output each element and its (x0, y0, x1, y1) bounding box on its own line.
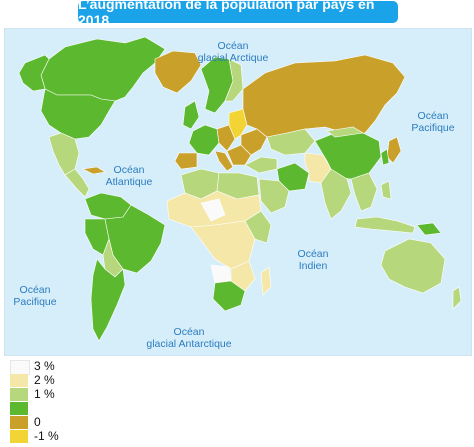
country-new-zealand (452, 286, 462, 310)
atlantic-ocean-label-line2: Atlantique (106, 176, 153, 188)
country-germany-central (216, 124, 236, 152)
country-southeast-asia (350, 172, 378, 212)
country-philippines (380, 180, 392, 200)
indian-ocean-label-line2: Indien (299, 260, 328, 272)
country-finland (224, 58, 244, 102)
indian-ocean-label-line1: Océan (298, 248, 329, 260)
legend-label-1pct: 1 % (34, 387, 55, 401)
country-western-europe (188, 124, 220, 156)
arctic-ocean-label-line1: Océan (218, 40, 249, 52)
country-iberia (174, 152, 198, 170)
legend-swatch-neg1pct (10, 430, 28, 443)
pacific-west-ocean-label-line2: Pacifique (13, 296, 56, 308)
country-mongolia (326, 126, 364, 138)
pacific-west-ocean-label-line1: Océan (20, 284, 51, 296)
country-russia (242, 54, 406, 138)
pacific-east-ocean-label-line1: Océan (418, 110, 449, 122)
country-turkey (244, 156, 278, 174)
legend-swatch-2pct (10, 374, 28, 387)
map-title: L’augmentation de la population par pays… (78, 0, 398, 28)
legend-swatch-3pct (10, 360, 30, 375)
antarctic-ocean-label-line1: Océan (174, 326, 205, 338)
country-afghanistan-pakistan (304, 152, 332, 184)
legend-label-0: 0 (34, 415, 41, 429)
country-south-africa (212, 280, 246, 312)
country-greenland (154, 50, 202, 94)
country-niger (200, 198, 226, 222)
country-cuba (82, 166, 106, 175)
legend-swatch-0pct (10, 416, 28, 429)
antarctic-ocean-label-line2: glacial Antarctique (146, 338, 231, 350)
country-korea (380, 148, 390, 166)
country-indonesia (354, 216, 416, 234)
country-kazakhstan (266, 128, 316, 156)
country-east-africa (244, 210, 272, 244)
pacific-east-ocean-label-line2: Pacifique (411, 122, 454, 134)
legend-label-2pct: 2 % (34, 373, 55, 387)
country-balkans (226, 144, 252, 166)
atlantic-ocean-label-line1: Océan (114, 164, 145, 176)
legend-swatch-1pct-light (10, 388, 28, 401)
country-papua (416, 222, 442, 236)
country-uk-ireland (182, 100, 200, 130)
map-legend: 3 % 2 % 1 % 0 -1 % (10, 360, 130, 444)
country-india (320, 168, 352, 220)
country-madagascar (260, 266, 272, 296)
legend-swatch-1pct (10, 402, 28, 415)
legend-label-3pct: 3 % (34, 359, 55, 373)
country-usa (40, 88, 116, 140)
world-map: Océan glacial Arctique Océan Atlantique … (4, 28, 472, 356)
country-argentina-chile (90, 258, 126, 342)
legend-label-neg1pct: -1 % (34, 429, 59, 443)
country-australia (380, 238, 446, 294)
world-map-svg: Océan glacial Arctique Océan Atlantique … (5, 29, 471, 355)
country-italy (214, 150, 234, 172)
country-saudi-arabia (258, 178, 290, 214)
country-central-america (64, 168, 90, 198)
arctic-ocean-label-line2: glacial Arctique (198, 52, 269, 64)
country-southern-africa (230, 260, 256, 292)
